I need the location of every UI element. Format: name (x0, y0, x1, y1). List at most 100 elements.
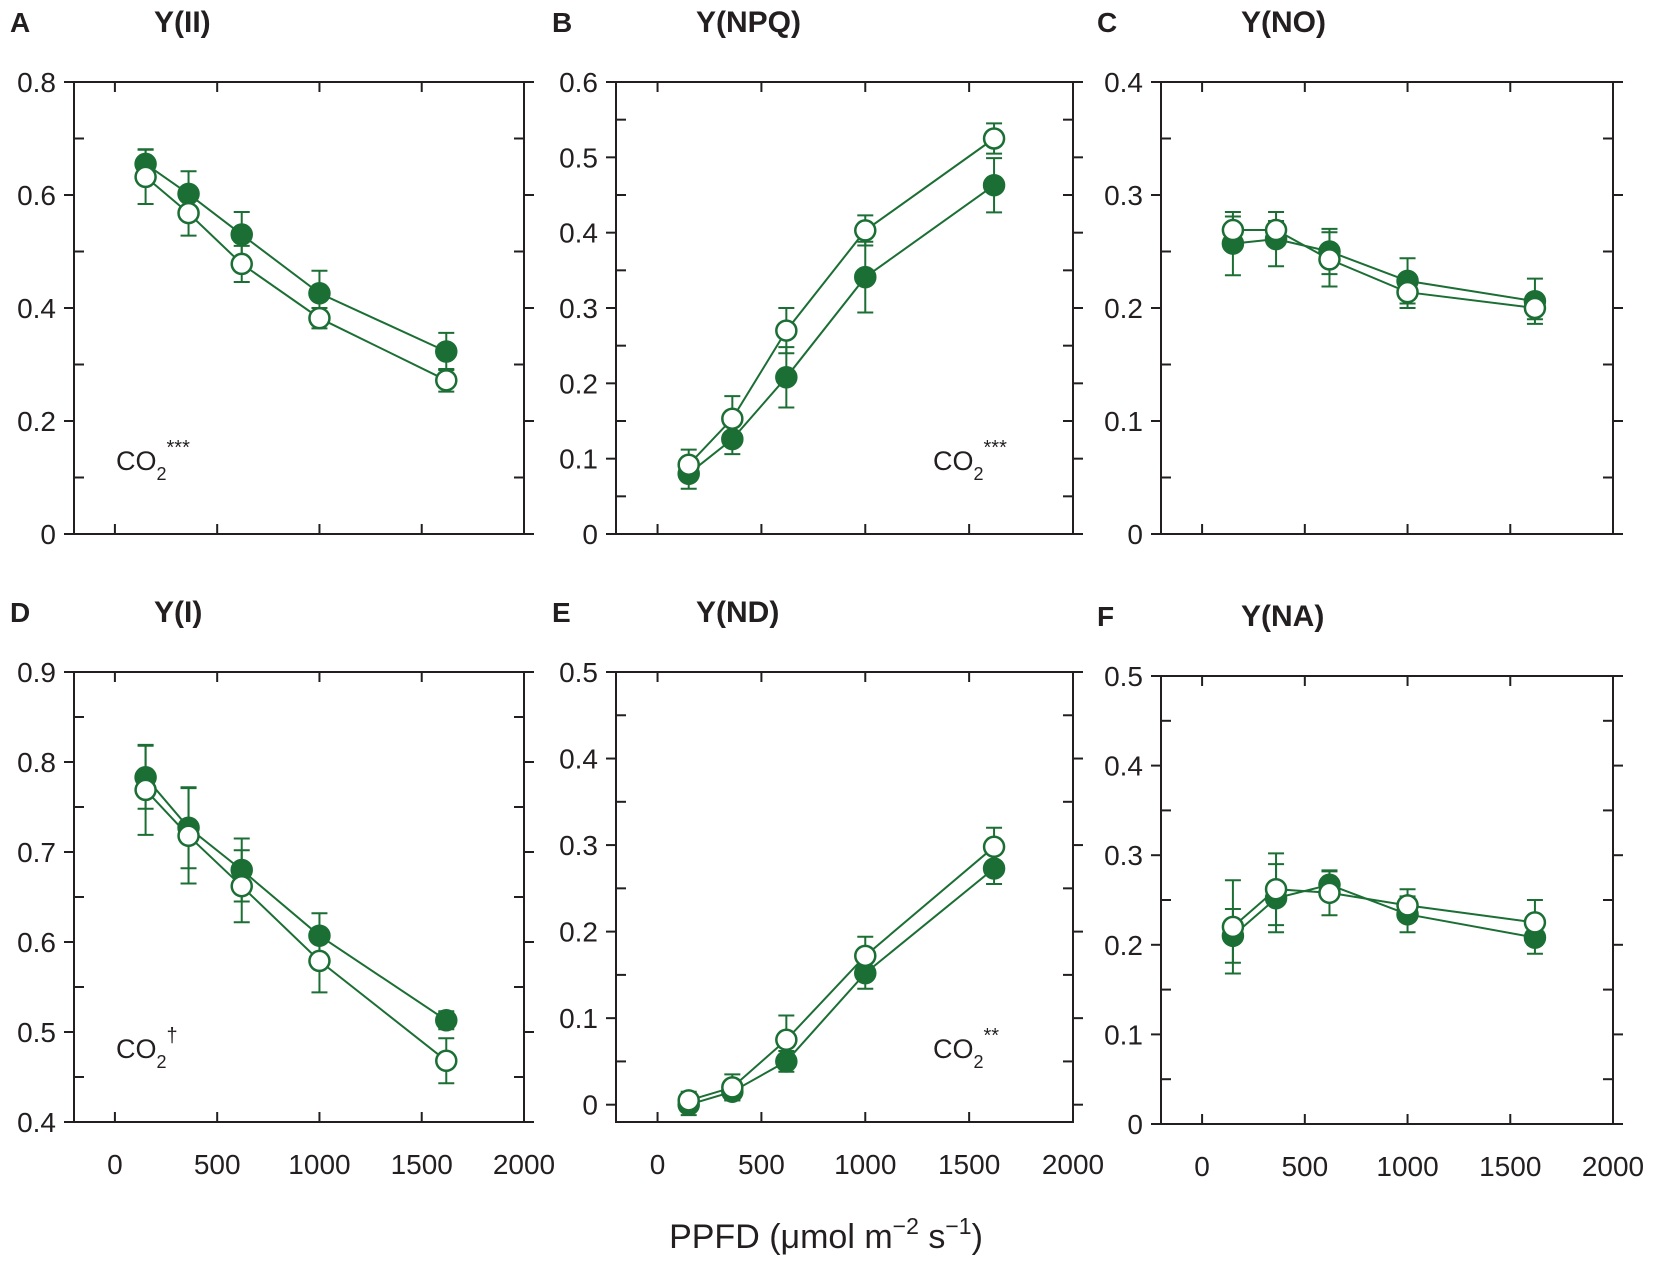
panel-e: E Y(ND) 0 0.1 0.2 0.3 0.4 0.5 0 500 1000 1500 2000 CO… (552, 596, 1104, 1180)
y-tick-label: 0 (582, 1090, 598, 1121)
panel-f: F Y(NA) 0 0.1 0.2 0.3 0.4 0.5 0 500 1000 1500 2000 (1097, 600, 1644, 1182)
y-tick-label: 0.1 (1104, 406, 1143, 437)
data-point-open (854, 219, 877, 242)
y-tick-label: 0.2 (559, 368, 598, 399)
data-point-open (1264, 218, 1288, 242)
data-point-open (1221, 218, 1245, 242)
y-tick-label: 0.3 (1104, 180, 1143, 211)
data-point-open (1523, 296, 1547, 320)
y-tick-label: 0.4 (559, 744, 598, 775)
y-tick-label: 0.5 (1104, 661, 1143, 692)
y-tick-label: 0.6 (17, 927, 56, 958)
y-tick-label: 0.2 (1104, 293, 1143, 324)
y-tick-label: 0.4 (17, 293, 56, 324)
data-point-open (1318, 881, 1341, 905)
x-axis-label: PPFD (μmol m−2 s−1) (669, 1213, 983, 1256)
data-point-open (134, 778, 157, 802)
x-tick-label: 1000 (834, 1149, 896, 1180)
y-tick-label: 0.5 (559, 142, 598, 173)
y-tick-label: 0 (40, 519, 56, 550)
panel-a: A Y(II) 0 0.2 0.4 0.6 0.8 CO2*** (10, 6, 534, 550)
data-point-filled (230, 223, 253, 246)
data-point-open (1221, 915, 1245, 939)
panel-title: Y(I) (154, 596, 202, 629)
panel-c: C Y(NO) 0 0.1 0.2 0.3 0.4 (1097, 6, 1623, 550)
data-point-open (854, 944, 877, 968)
series-line-filled (144, 776, 447, 1022)
y-tick-label: 0 (582, 519, 598, 550)
y-tick-label: 0.2 (1104, 930, 1143, 961)
data-point-open (982, 835, 1006, 859)
y-tick-label: 0.1 (1104, 1019, 1143, 1050)
x-tick-label: 500 (738, 1149, 785, 1180)
y-tick-label: 0.2 (17, 406, 56, 437)
data-point-open (1264, 877, 1288, 901)
panel-letter: A (10, 7, 30, 38)
data-point-open (721, 1076, 744, 1099)
x-tick-label: 1500 (938, 1149, 1000, 1180)
co2-significance-annotation: CO2*** (933, 437, 1007, 484)
data-point-filled (435, 1009, 458, 1032)
data-point-filled (982, 173, 1006, 197)
y-tick-label: 0.4 (1104, 67, 1143, 98)
data-point-open (1396, 280, 1419, 304)
x-tick-label: 1000 (288, 1149, 350, 1180)
data-point-open (230, 252, 253, 276)
data-point-open (435, 369, 458, 392)
data-point-open (721, 407, 744, 430)
panel-letter: E (552, 597, 571, 628)
x-tick-label: 1500 (1479, 1151, 1541, 1182)
y-tick-label: 0.7 (17, 837, 56, 868)
x-tick-label: 2000 (1582, 1151, 1644, 1182)
data-point-filled (308, 924, 331, 947)
data-point-open (134, 165, 157, 189)
y-tick-label: 0.9 (17, 657, 56, 688)
panel-b: B Y(NPQ) 0 0.1 0.2 0.3 0.4 0.5 0.6 CO2*** (552, 6, 1083, 550)
y-tick-label: 0.1 (559, 1003, 598, 1034)
co2-significance-annotation: CO2** (933, 1025, 999, 1072)
y-tick-label: 0.6 (559, 67, 598, 98)
data-point-filled (308, 282, 331, 305)
data-point-open (230, 874, 253, 898)
y-tick-label: 0.3 (559, 830, 598, 861)
y-tick-label: 0.4 (17, 1107, 56, 1138)
data-point-open (177, 824, 200, 848)
data-point-open (775, 1028, 798, 1052)
data-point-open (677, 453, 700, 476)
data-point-filled (775, 1050, 798, 1073)
y-tick-label: 0.5 (559, 657, 598, 688)
panel-letter: B (552, 7, 572, 38)
data-point-open (435, 1049, 458, 1073)
y-tick-label: 0.8 (17, 67, 56, 98)
data-point-filled (721, 427, 744, 451)
x-tick-label: 500 (194, 1149, 241, 1180)
y-tick-label: 0 (1127, 519, 1143, 550)
plot-frame (1160, 675, 1614, 1125)
data-point-open (1318, 248, 1341, 271)
x-tick-label: 1500 (391, 1149, 453, 1180)
x-tick-label: 2000 (493, 1149, 555, 1180)
data-point-filled (982, 857, 1006, 880)
panel-title: Y(NPQ) (696, 6, 801, 39)
x-tick-label: 0 (107, 1149, 123, 1180)
y-tick-label: 0.5 (17, 1017, 56, 1048)
data-point-open (982, 127, 1006, 150)
co2-significance-annotation: CO2† (116, 1025, 178, 1072)
y-tick-label: 0.3 (1104, 840, 1143, 871)
data-point-open (677, 1089, 700, 1112)
y-tick-label: 0.8 (17, 747, 56, 778)
data-point-open (308, 306, 331, 330)
x-tick-label: 0 (1194, 1151, 1210, 1182)
plot-frame (615, 671, 1074, 1123)
data-point-filled (854, 265, 877, 289)
series-line-filled (688, 867, 995, 1106)
panel-d: D Y(I) 0.4 0.5 0.6 0.7 0.8 0.9 0 500 1000 1500 2000 C… (10, 596, 555, 1180)
data-point-filled (177, 182, 200, 206)
x-tick-label: 0 (650, 1149, 666, 1180)
y-tick-label: 0.4 (1104, 751, 1143, 782)
data-point-open (1523, 911, 1547, 934)
panel-title: Y(II) (154, 6, 211, 39)
y-tick-label: 0.3 (559, 293, 598, 324)
data-point-filled (435, 340, 458, 363)
y-tick-label: 0.4 (559, 218, 598, 249)
